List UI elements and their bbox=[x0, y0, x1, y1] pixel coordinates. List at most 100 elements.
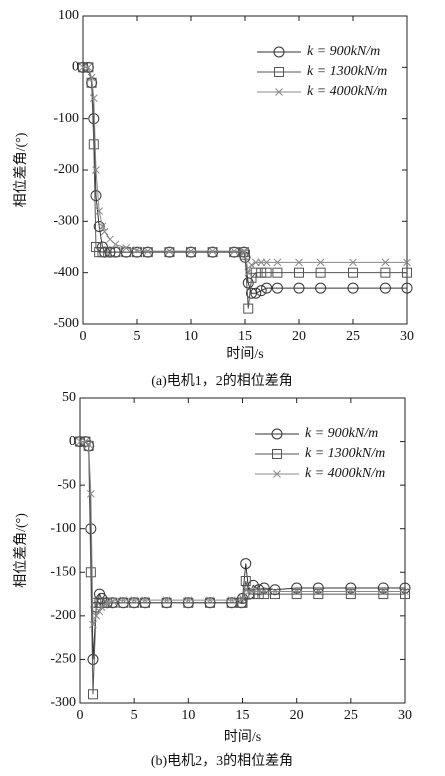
y-tick-label: 50 bbox=[62, 390, 76, 405]
y-tick-label: 0 bbox=[69, 434, 76, 449]
marker bbox=[208, 247, 217, 255]
plot-frame bbox=[79, 397, 406, 704]
marker bbox=[347, 282, 359, 294]
marker bbox=[348, 267, 358, 278]
y-tick-label: 0 bbox=[72, 60, 79, 75]
x-tick-label: 0 bbox=[77, 708, 84, 723]
marker bbox=[89, 94, 98, 102]
y-axis-label: 相位差角/(°) bbox=[13, 132, 29, 207]
y-tick-label: -200 bbox=[50, 608, 76, 623]
x-axis-label: 时间/s bbox=[226, 346, 263, 362]
marker bbox=[271, 587, 279, 596]
marker bbox=[229, 247, 240, 258]
x-tick-label: 30 bbox=[400, 329, 414, 344]
marker bbox=[380, 267, 391, 278]
x-tick-label: 20 bbox=[292, 329, 306, 344]
marker bbox=[86, 490, 95, 498]
marker bbox=[273, 258, 282, 267]
marker bbox=[111, 240, 120, 249]
marker bbox=[244, 268, 253, 277]
y-tick-label: -400 bbox=[53, 265, 79, 280]
caption: (b)电机2，3的相位差角 bbox=[151, 753, 293, 769]
marker bbox=[108, 597, 117, 605]
legend-label: k = 4000kN/m bbox=[307, 84, 387, 99]
marker bbox=[186, 247, 196, 258]
marker bbox=[261, 282, 273, 294]
marker bbox=[100, 227, 109, 236]
series-line bbox=[83, 66, 407, 275]
marker bbox=[315, 267, 326, 278]
x-tick-label: 10 bbox=[184, 329, 198, 344]
marker bbox=[250, 267, 261, 278]
marker bbox=[88, 139, 99, 150]
legend-marker bbox=[271, 428, 283, 440]
y-tick-label: -150 bbox=[50, 565, 76, 580]
series-line bbox=[80, 441, 405, 625]
legend-marker bbox=[272, 449, 282, 459]
marker bbox=[379, 282, 391, 294]
x-tick-label: 15 bbox=[236, 708, 250, 723]
marker bbox=[293, 282, 305, 294]
marker bbox=[254, 587, 263, 596]
marker bbox=[93, 220, 105, 232]
x-tick-label: 20 bbox=[290, 708, 304, 723]
marker bbox=[399, 582, 411, 594]
marker bbox=[164, 247, 175, 258]
x-tick-label: 0 bbox=[80, 329, 87, 344]
marker bbox=[184, 596, 193, 605]
legend-marker bbox=[273, 46, 285, 58]
marker bbox=[140, 597, 150, 608]
marker bbox=[183, 597, 194, 608]
marker bbox=[238, 594, 247, 603]
marker bbox=[161, 597, 172, 608]
marker bbox=[103, 598, 111, 607]
marker bbox=[251, 258, 260, 267]
marker bbox=[294, 267, 304, 278]
marker bbox=[87, 73, 96, 82]
legend-marker bbox=[273, 470, 281, 478]
marker bbox=[270, 589, 280, 600]
marker bbox=[132, 247, 142, 258]
plot-frame bbox=[82, 15, 408, 325]
marker bbox=[98, 222, 107, 231]
y-tick-label: -100 bbox=[50, 521, 76, 536]
y-tick-label: -500 bbox=[53, 316, 79, 331]
marker bbox=[258, 582, 270, 594]
marker bbox=[381, 258, 390, 267]
y-tick-label: -250 bbox=[50, 652, 76, 667]
legend-marker bbox=[274, 67, 284, 77]
marker bbox=[118, 597, 129, 608]
marker bbox=[133, 246, 141, 254]
marker bbox=[92, 166, 100, 174]
x-tick-label: 5 bbox=[134, 329, 141, 344]
marker bbox=[240, 558, 252, 570]
marker bbox=[230, 247, 239, 255]
marker bbox=[345, 582, 357, 594]
marker bbox=[312, 582, 324, 594]
marker bbox=[291, 589, 302, 600]
marker bbox=[255, 285, 267, 297]
marker bbox=[227, 596, 236, 605]
marker bbox=[257, 258, 266, 267]
marker bbox=[402, 267, 412, 278]
marker bbox=[346, 587, 355, 596]
marker bbox=[165, 247, 174, 255]
marker bbox=[162, 596, 171, 605]
marker bbox=[97, 603, 106, 611]
legend-label: k = 1300kN/m bbox=[305, 446, 385, 461]
y-tick-label: -50 bbox=[57, 477, 76, 492]
y-tick-label: -100 bbox=[53, 111, 79, 126]
marker bbox=[99, 247, 110, 258]
marker bbox=[238, 247, 249, 258]
x-tick-label: 15 bbox=[238, 329, 252, 344]
marker bbox=[226, 597, 237, 608]
marker bbox=[291, 582, 303, 594]
marker bbox=[241, 248, 249, 256]
x-tick-label: 25 bbox=[346, 329, 360, 344]
marker bbox=[379, 587, 388, 596]
marker bbox=[90, 190, 102, 202]
marker bbox=[256, 267, 267, 278]
x-tick-label: 25 bbox=[344, 708, 358, 723]
marker bbox=[261, 267, 272, 278]
